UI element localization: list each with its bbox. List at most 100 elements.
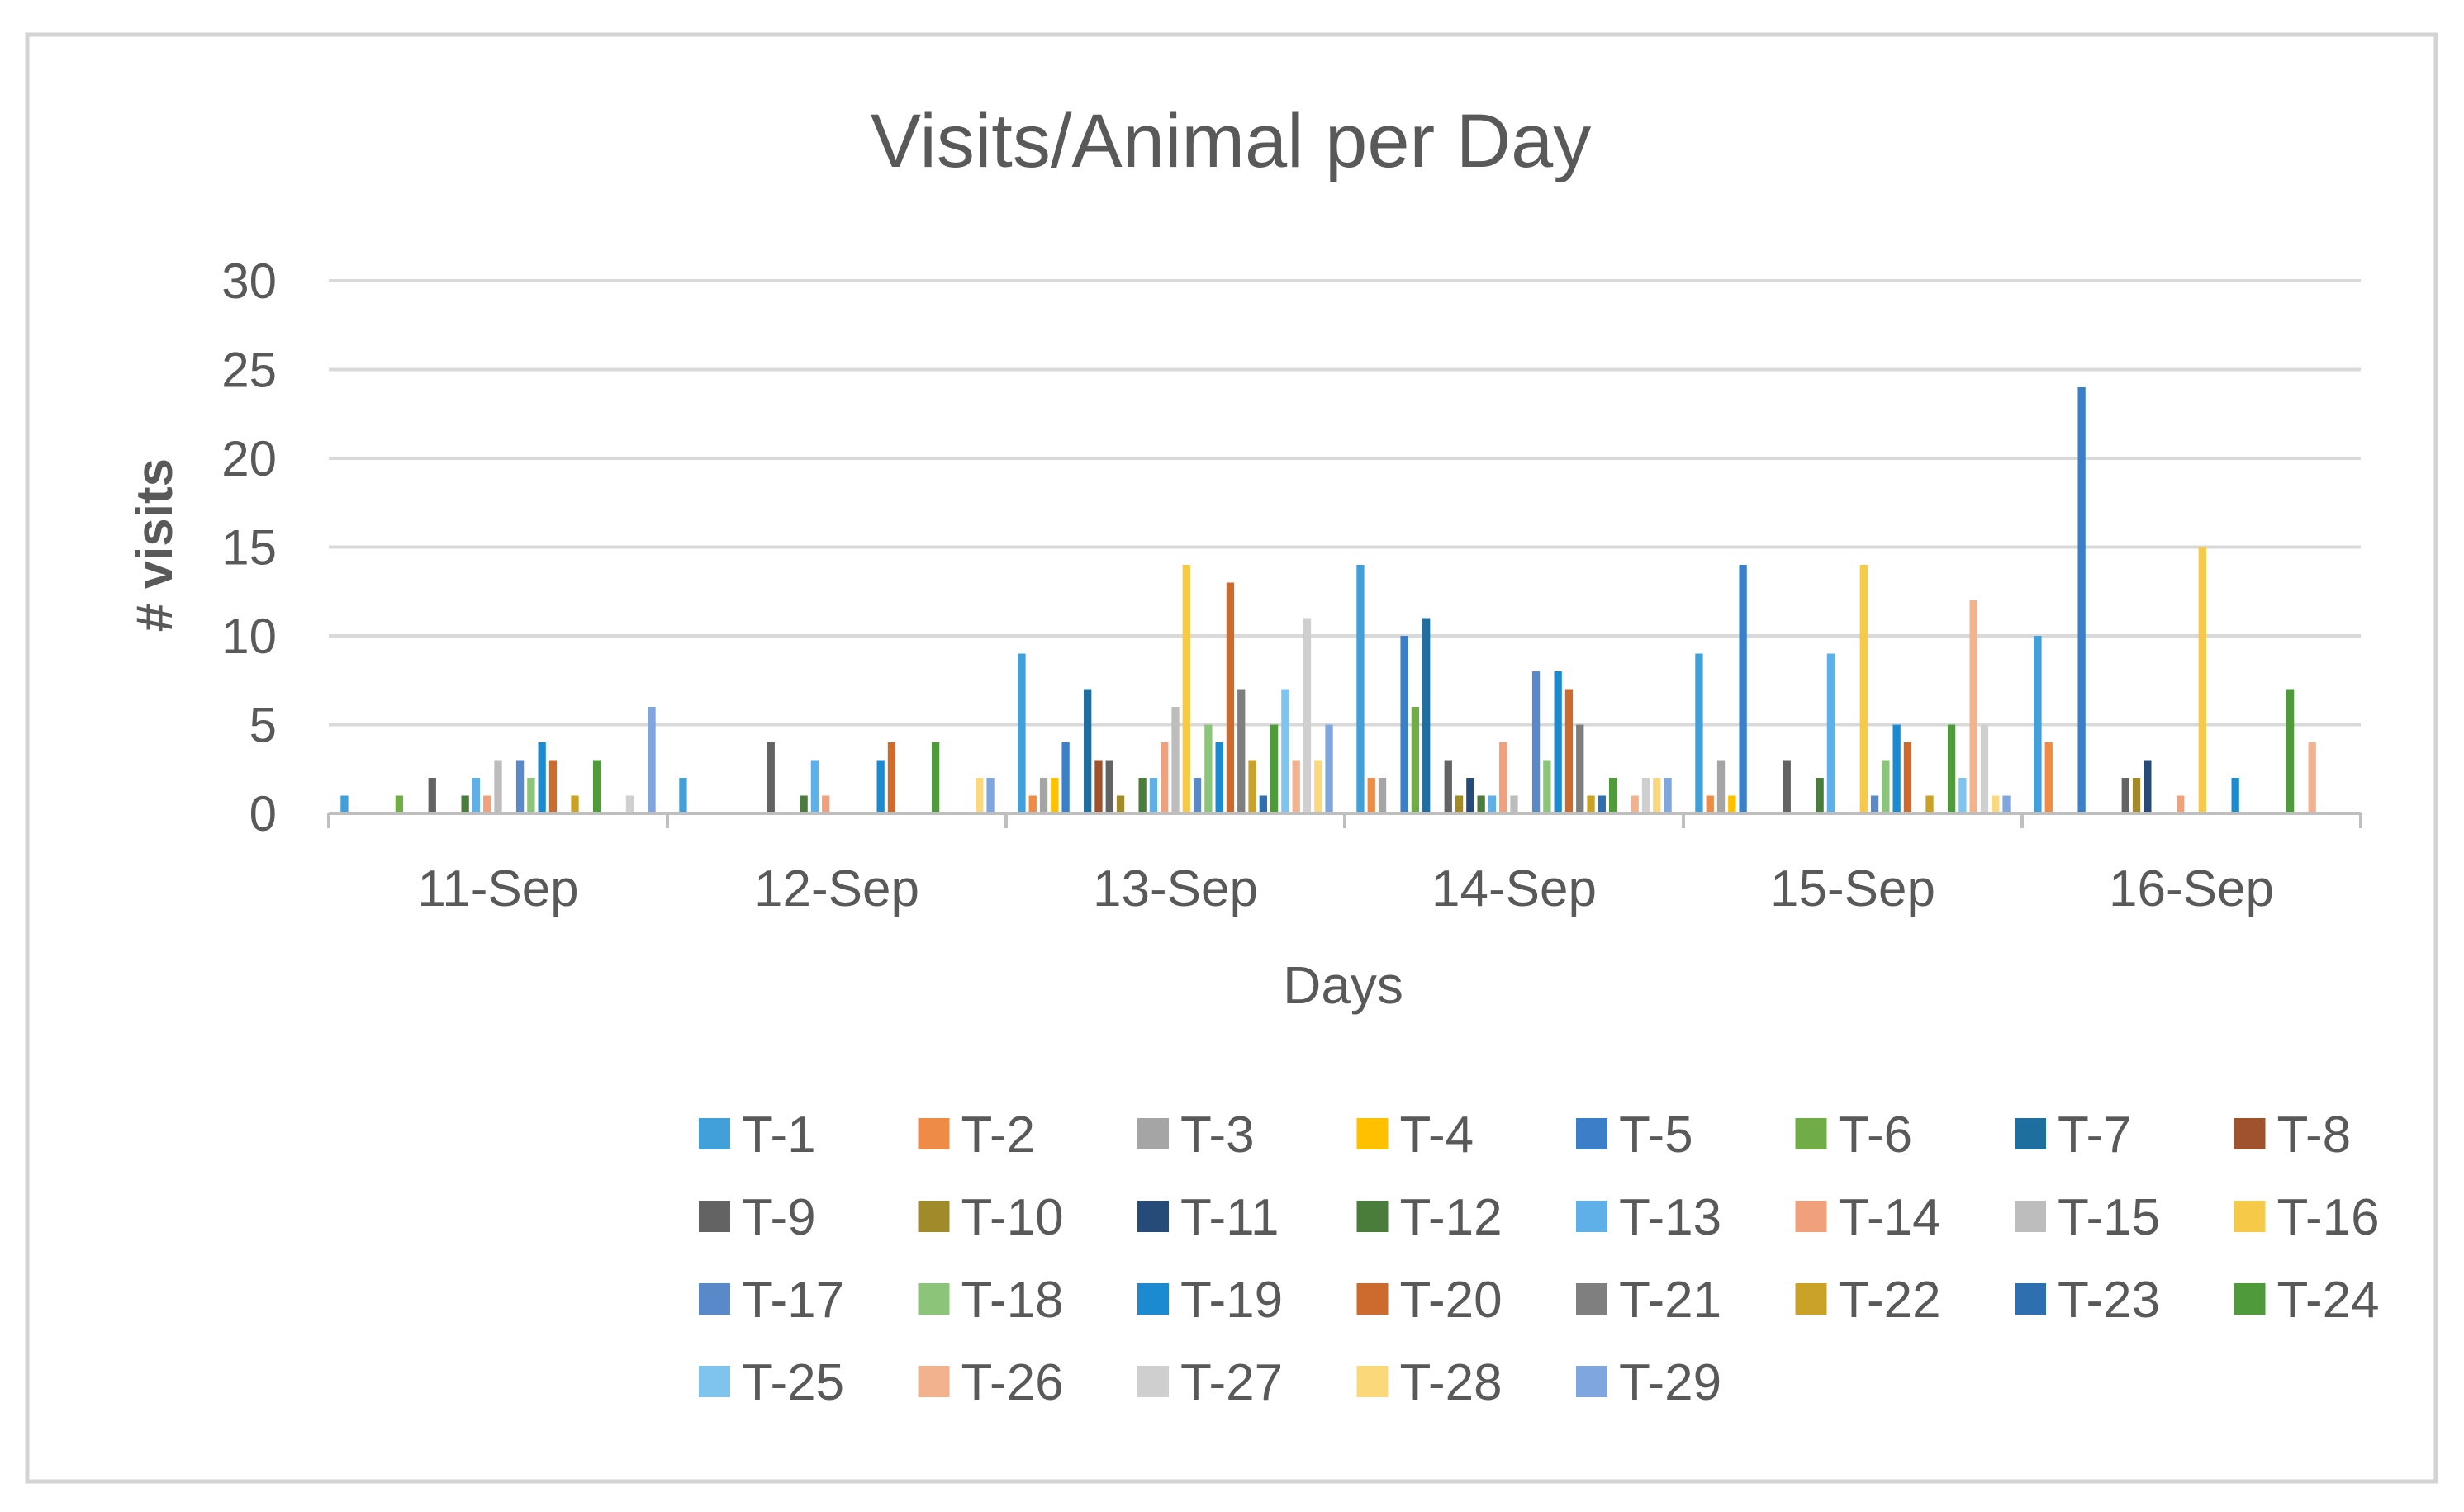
bar-T-26-15-Sep xyxy=(1969,600,1977,813)
bar-T-29-14-Sep xyxy=(1664,778,1672,813)
legend-swatch xyxy=(2015,1201,2046,1232)
bar-T-19-16-Sep xyxy=(2231,778,2239,813)
legend-label: T-15 xyxy=(2058,1189,2160,1246)
y-tick-label: 20 xyxy=(221,431,277,486)
bar-T-12-13-Sep xyxy=(1138,778,1147,813)
y-tick-label: 5 xyxy=(249,698,277,753)
bar-T-5-14-Sep xyxy=(1400,636,1408,813)
bar-T-18-14-Sep xyxy=(1543,760,1551,813)
x-tick-label: 16-Sep xyxy=(2109,860,2274,917)
legend-label: T-9 xyxy=(742,1189,816,1246)
bar-T-29-11-Sep xyxy=(648,707,656,813)
bar-T-22-11-Sep xyxy=(571,795,579,813)
legend-swatch xyxy=(1137,1283,1169,1315)
bar-T-24-15-Sep xyxy=(1947,724,1956,813)
x-tick-label: 11-Sep xyxy=(417,860,578,917)
bar-T-3-15-Sep xyxy=(1716,760,1726,813)
legend-label: T-7 xyxy=(2058,1107,2132,1164)
legend-item-T-21: T-21 xyxy=(1576,1272,1721,1329)
legend-label: T-19 xyxy=(1180,1272,1283,1329)
bar-T-16-15-Sep xyxy=(1859,565,1868,813)
legend-item-T-3: T-3 xyxy=(1137,1107,1255,1164)
legend-label: T-5 xyxy=(1619,1107,1693,1164)
bar-T-17-13-Sep xyxy=(1193,778,1202,813)
legend-item-T-13: T-13 xyxy=(1576,1189,1721,1246)
bar-T-28-15-Sep xyxy=(1992,795,2000,813)
bar-T-12-11-Sep xyxy=(461,795,469,813)
bar-T-23-13-Sep xyxy=(1259,795,1267,813)
y-axis-label: # visits xyxy=(126,458,183,632)
legend-label: T-6 xyxy=(1839,1107,1913,1164)
bar-T-13-15-Sep xyxy=(1826,653,1835,813)
legend-item-T-2: T-2 xyxy=(918,1107,1035,1164)
y-tick-label: 15 xyxy=(221,520,277,576)
legend-item-T-26: T-26 xyxy=(918,1354,1064,1411)
bar-T-28-13-Sep xyxy=(1314,760,1322,813)
legend-swatch xyxy=(1795,1283,1827,1315)
bar-T-29-13-Sep xyxy=(1325,724,1333,813)
legend-item-T-1: T-1 xyxy=(699,1107,816,1164)
bar-T-26-16-Sep xyxy=(2308,742,2316,813)
legend-item-T-15: T-15 xyxy=(2015,1189,2160,1246)
bar-T-24-13-Sep xyxy=(1270,724,1279,813)
bar-T-16-13-Sep xyxy=(1182,565,1190,813)
legend-label: T-28 xyxy=(1400,1354,1503,1411)
bar-T-18-15-Sep xyxy=(1882,760,1890,813)
bar-T-2-13-Sep xyxy=(1028,795,1037,813)
legend-label: T-26 xyxy=(961,1354,1064,1411)
bar-T-15-14-Sep xyxy=(1510,795,1518,813)
bar-T-24-16-Sep xyxy=(2286,689,2295,813)
legend-label: T-13 xyxy=(1619,1189,1721,1246)
bar-T-19-12-Sep xyxy=(876,760,885,813)
legend-swatch xyxy=(1137,1118,1169,1149)
legend-label: T-1 xyxy=(742,1107,816,1164)
bar-T-25-15-Sep xyxy=(1958,778,1967,813)
bar-T-29-12-Sep xyxy=(986,778,995,813)
bar-T-28-12-Sep xyxy=(976,778,984,813)
chart-title: Visits/Animal per Day xyxy=(871,99,1592,183)
bar-T-12-15-Sep xyxy=(1816,778,1824,813)
legend-label: T-16 xyxy=(2277,1189,2380,1246)
bar-T-11-14-Sep xyxy=(1466,778,1474,813)
bar-T-28-14-Sep xyxy=(1653,778,1661,813)
bar-T-1-12-Sep xyxy=(679,778,687,813)
bar-T-5-16-Sep xyxy=(2077,387,2086,813)
bar-T-1-13-Sep xyxy=(1018,653,1026,813)
bar-T-19-13-Sep xyxy=(1215,742,1223,813)
y-axis-ticks: 0 5 10 15 20 25 30 xyxy=(221,254,277,841)
bar-T-12-14-Sep xyxy=(1477,795,1485,813)
legend-swatch xyxy=(699,1283,730,1315)
legend-swatch xyxy=(918,1283,950,1315)
bar-T-22-15-Sep xyxy=(1925,795,1934,813)
bar-T-10-14-Sep xyxy=(1455,795,1464,813)
legend-swatch xyxy=(2015,1283,2046,1315)
bar-T-18-11-Sep xyxy=(527,778,535,813)
bar-T-14-16-Sep xyxy=(2177,795,2185,813)
bar-T-16-16-Sep xyxy=(2198,547,2206,813)
legend-swatch xyxy=(1576,1201,1607,1232)
legend-swatch xyxy=(918,1201,950,1232)
bar-T-18-13-Sep xyxy=(1204,724,1213,813)
legend-item-T-5: T-5 xyxy=(1576,1107,1693,1164)
legend-item-T-16: T-16 xyxy=(2234,1189,2380,1246)
legend-swatch xyxy=(1356,1201,1389,1232)
bar-T-13-11-Sep xyxy=(472,778,481,813)
legend-swatch xyxy=(2234,1201,2266,1232)
legend-swatch xyxy=(699,1201,730,1232)
bar-T-6-11-Sep xyxy=(395,795,404,813)
bar-T-9-15-Sep xyxy=(1783,760,1791,813)
bar-T-4-15-Sep xyxy=(1728,795,1736,813)
bar-T-24-11-Sep xyxy=(592,760,601,813)
bar-T-22-13-Sep xyxy=(1248,760,1256,813)
legend-label: T-17 xyxy=(742,1272,844,1329)
legend-swatch xyxy=(1137,1201,1169,1232)
bar-T-14-13-Sep xyxy=(1161,742,1169,813)
bar-T-4-13-Sep xyxy=(1051,778,1059,813)
x-axis-label: Days xyxy=(1283,955,1403,1015)
legend-item-T-14: T-14 xyxy=(1795,1189,1941,1246)
legend-label: T-22 xyxy=(1839,1272,1941,1329)
bar-T-5-13-Sep xyxy=(1061,742,1070,813)
legend-item-T-20: T-20 xyxy=(1356,1272,1503,1329)
bar-T-19-11-Sep xyxy=(538,742,546,813)
bar-T-3-13-Sep xyxy=(1039,778,1048,813)
